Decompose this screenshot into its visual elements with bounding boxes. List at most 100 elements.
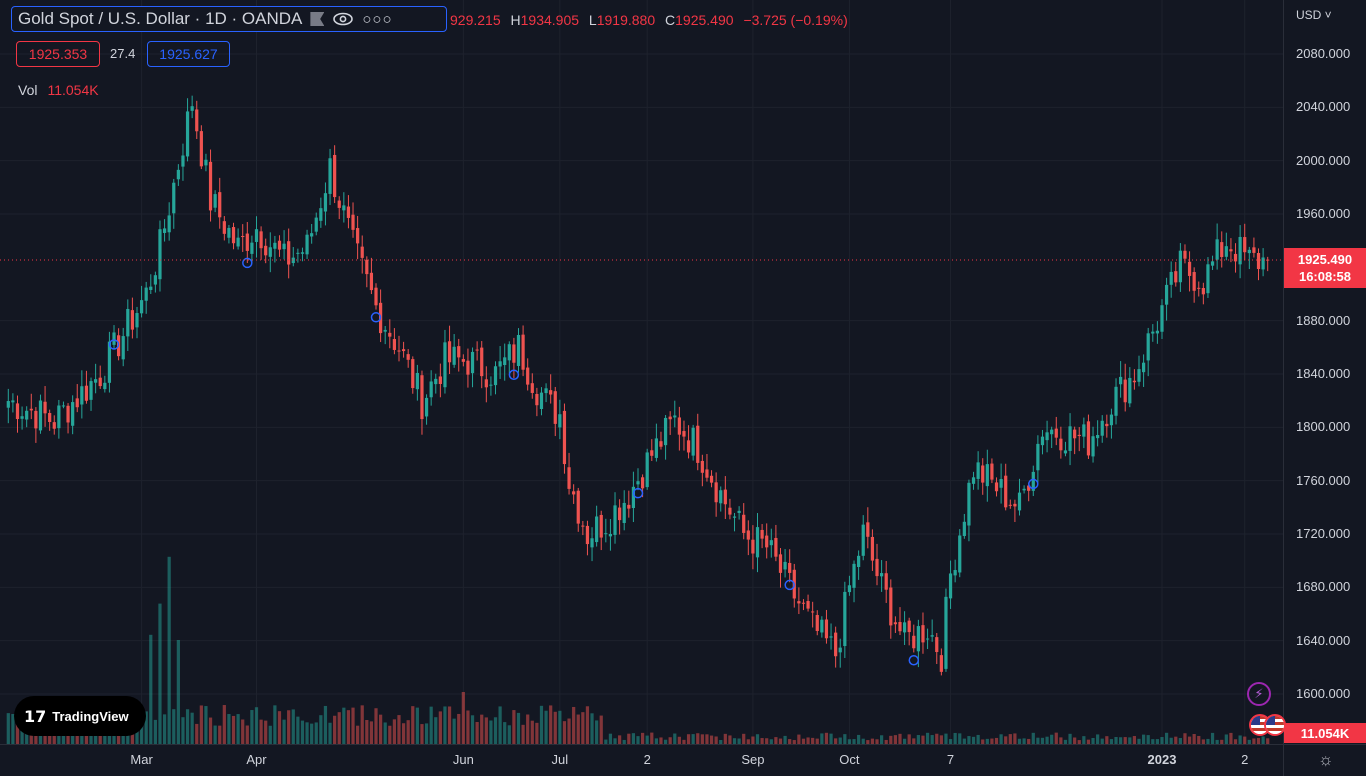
volume-bar <box>1229 732 1233 744</box>
currency-selector[interactable]: USD ˅ <box>1296 8 1332 22</box>
candle-body <box>406 354 410 360</box>
volume-bar <box>595 720 599 744</box>
settings-icon[interactable]: ☼ <box>1318 750 1334 769</box>
price-axis-divider <box>1283 0 1284 776</box>
volume-bar <box>319 715 323 744</box>
bar-countdown: 16:08:58 <box>1298 269 1352 284</box>
candle-body <box>879 573 884 577</box>
volume-bar <box>185 709 190 744</box>
volume-bar <box>999 734 1003 744</box>
candle-body <box>889 587 893 626</box>
candle-body <box>374 287 378 306</box>
volume-bar <box>659 737 663 744</box>
candle-body <box>930 635 934 637</box>
volume-bar <box>1247 739 1251 744</box>
volume-bar <box>792 740 796 744</box>
candle-body <box>310 233 314 237</box>
candle-body <box>815 614 819 631</box>
volume-bar <box>636 736 640 744</box>
candle-body <box>1036 443 1040 471</box>
symbol-legend[interactable]: Gold Spot / U.S. Dollar · 1D · OANDA ○○○ <box>11 6 447 32</box>
candle-body <box>291 257 295 264</box>
volume-bar <box>176 640 180 744</box>
candle-body <box>659 441 663 447</box>
volume-bar <box>994 737 999 744</box>
candle-body <box>1077 434 1081 437</box>
volume-bar <box>296 716 300 744</box>
volume-bar <box>654 738 658 744</box>
volume-legend[interactable]: Vol 11.054K <box>18 82 99 98</box>
volume-bar <box>227 714 231 744</box>
candle-body <box>512 344 516 363</box>
candle-body <box>516 334 521 366</box>
volume-bar <box>1132 736 1137 744</box>
volume-bar <box>1059 737 1063 744</box>
candle-body <box>567 467 571 489</box>
candle-body <box>71 402 75 426</box>
candle-body <box>1169 271 1173 285</box>
candle-body <box>25 410 29 420</box>
volume-bar <box>925 732 930 744</box>
candle-body <box>1022 488 1026 491</box>
event-markers[interactable] <box>108 257 1039 666</box>
us-flag-icon[interactable] <box>1264 714 1286 736</box>
price-axis-tick: 1800.000 <box>1296 419 1351 435</box>
volume-bar <box>866 740 870 744</box>
volume-bar <box>1210 732 1215 744</box>
candle-body <box>264 245 268 256</box>
candle-body <box>875 558 879 577</box>
candle-body <box>333 154 337 198</box>
candle-body <box>190 106 194 111</box>
candle-body <box>107 341 112 383</box>
volume-bar <box>158 603 162 744</box>
symbol-title[interactable]: Gold Spot / U.S. Dollar · 1D · OANDA <box>18 9 303 28</box>
flag-icon[interactable] <box>310 12 325 26</box>
last-volume-tag: 11.054K <box>1284 723 1366 743</box>
candle-body <box>208 161 213 211</box>
candle-body <box>1059 438 1063 451</box>
volume-bar <box>1220 739 1224 744</box>
tradingview-logo[interactable]: 17 TradingView <box>14 696 146 736</box>
close-value: 1925.490 <box>675 12 734 28</box>
event-marker <box>508 369 520 381</box>
volume-bar <box>847 739 852 744</box>
volume-bar <box>475 721 479 744</box>
candle-body <box>857 555 861 567</box>
volume-bar <box>604 739 608 744</box>
volume-bar <box>815 738 819 744</box>
candle-body <box>778 554 783 573</box>
candle-body <box>971 477 976 484</box>
more-icon[interactable]: ○○○ <box>362 10 393 28</box>
candle-body <box>967 482 971 526</box>
volume-bar <box>1201 739 1205 744</box>
candle-body <box>935 637 939 653</box>
candle-body <box>686 440 691 453</box>
eye-icon[interactable] <box>332 12 354 26</box>
candle-body <box>470 351 475 374</box>
candle-body <box>1233 253 1238 262</box>
candle-body <box>241 236 245 238</box>
volume-bar <box>1224 734 1228 744</box>
volume-bar <box>199 705 203 744</box>
sell-price-button[interactable]: 1925.353 <box>16 41 100 67</box>
buy-price-button[interactable]: 1925.627 <box>147 41 230 67</box>
volume-bar <box>691 734 695 744</box>
volume-bar <box>1063 739 1068 744</box>
candle-body <box>608 533 613 537</box>
volume-bar <box>218 725 222 744</box>
lightning-icon[interactable]: ⚡ <box>1247 682 1271 706</box>
candle-body <box>1164 284 1169 305</box>
time-axis-divider <box>0 744 1366 745</box>
volume-bar <box>11 714 15 744</box>
volume-bar <box>935 733 939 744</box>
volume-bar <box>204 706 208 744</box>
candle-body <box>544 388 548 394</box>
candle-body <box>622 502 626 523</box>
candle-body <box>1040 436 1045 446</box>
volume-bar <box>1155 739 1159 744</box>
candle-body <box>1160 305 1164 332</box>
price-axis-tick: 1680.000 <box>1296 579 1351 595</box>
volume-bar <box>264 720 268 744</box>
volume-bar <box>337 712 341 744</box>
